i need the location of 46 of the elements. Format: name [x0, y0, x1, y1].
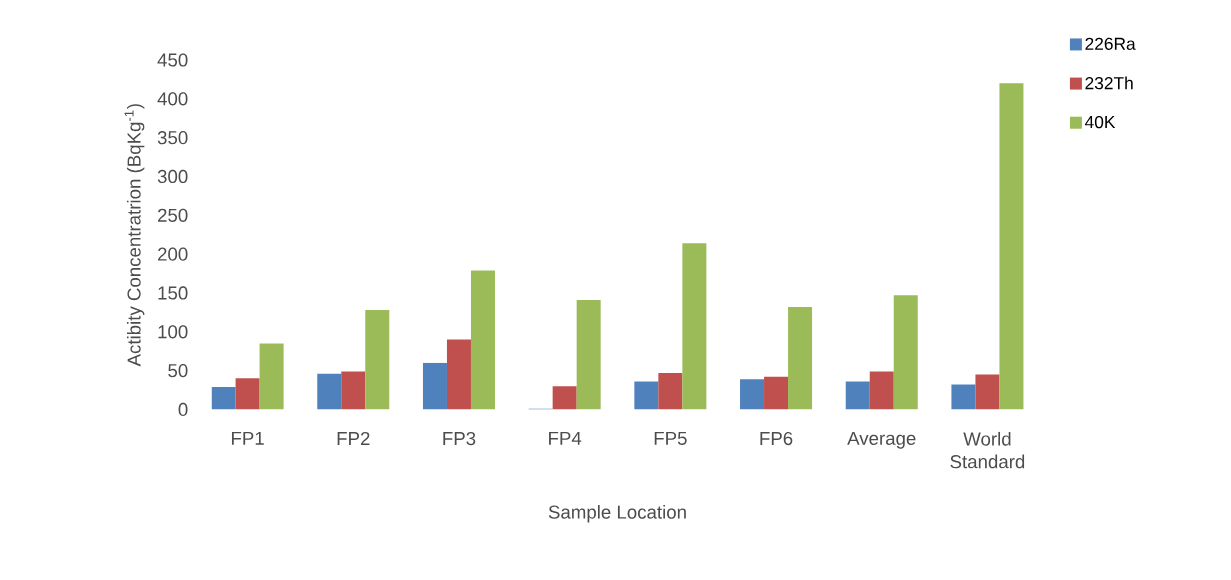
y-tick-label: 250 [158, 208, 188, 222]
bar [341, 371, 366, 410]
bar [999, 83, 1024, 410]
y-tick-label: 50 [168, 363, 188, 378]
bar [552, 386, 577, 410]
bar [788, 306, 813, 410]
x-tick-label: Average [847, 431, 916, 449]
bar [576, 299, 601, 410]
legend-label: 232Th [1085, 76, 1133, 90]
x-tick-label: FP5 [654, 431, 687, 445]
bar [211, 386, 236, 410]
bar [259, 343, 284, 410]
y-tick-label: 0 [178, 402, 188, 416]
bar [446, 339, 471, 410]
y-tick-label: 400 [157, 92, 188, 106]
bar [658, 372, 683, 410]
bar [682, 243, 707, 410]
y-tick-label: 150 [158, 286, 188, 300]
bar [893, 295, 918, 410]
y-tick-label: 300 [157, 169, 188, 184]
y-tick-label: 450 [157, 53, 188, 67]
bar [869, 371, 894, 410]
x-tick-label: FP4 [549, 431, 582, 445]
bar [317, 373, 342, 410]
y-tick-label: 100 [158, 325, 188, 339]
bar [470, 270, 495, 410]
bar [845, 381, 870, 410]
bar [634, 381, 659, 410]
bar [975, 374, 1000, 410]
bar [951, 384, 976, 410]
legend-label: 40K [1084, 115, 1116, 129]
bar [764, 376, 789, 410]
x-axis-title: Sample Location [548, 504, 686, 523]
x-tick-label: World Standard [950, 431, 1025, 469]
legend-label: 226Ra [1085, 37, 1136, 50]
y-tick-label: 350 [157, 130, 188, 145]
bar [365, 309, 390, 410]
x-tick-label: FP1 [231, 431, 264, 445]
bar [422, 362, 447, 410]
bar [740, 379, 765, 410]
y-tick-label: 200 [158, 247, 188, 261]
x-tick-label: FP2 [337, 431, 370, 445]
bar [235, 378, 260, 410]
y-axis-title: Actibity Concentratrion (BqKg$^{-1}$) [124, 104, 145, 367]
x-tick-label: FP3 [443, 431, 476, 446]
x-tick-label: FP6 [760, 431, 793, 446]
